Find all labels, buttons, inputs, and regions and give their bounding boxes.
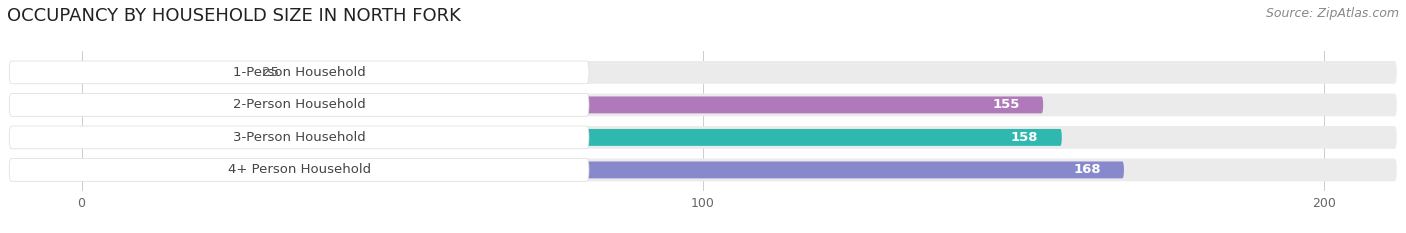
FancyBboxPatch shape	[83, 161, 1123, 178]
Text: 155: 155	[993, 98, 1019, 111]
FancyBboxPatch shape	[83, 64, 235, 81]
Text: 25: 25	[262, 66, 278, 79]
FancyBboxPatch shape	[10, 158, 589, 181]
Text: Source: ZipAtlas.com: Source: ZipAtlas.com	[1265, 7, 1399, 20]
Text: 4+ Person Household: 4+ Person Household	[228, 163, 371, 176]
FancyBboxPatch shape	[10, 126, 1396, 149]
Text: 158: 158	[1011, 131, 1039, 144]
FancyBboxPatch shape	[10, 93, 589, 116]
FancyBboxPatch shape	[83, 129, 1062, 146]
FancyBboxPatch shape	[10, 93, 1396, 116]
Text: 2-Person Household: 2-Person Household	[233, 98, 366, 111]
Text: 168: 168	[1073, 163, 1101, 176]
Text: OCCUPANCY BY HOUSEHOLD SIZE IN NORTH FORK: OCCUPANCY BY HOUSEHOLD SIZE IN NORTH FOR…	[7, 7, 461, 25]
FancyBboxPatch shape	[10, 61, 1396, 84]
FancyBboxPatch shape	[10, 61, 589, 84]
Text: 1-Person Household: 1-Person Household	[233, 66, 366, 79]
FancyBboxPatch shape	[83, 96, 1043, 113]
FancyBboxPatch shape	[10, 126, 589, 149]
FancyBboxPatch shape	[10, 158, 1396, 181]
Text: 3-Person Household: 3-Person Household	[233, 131, 366, 144]
